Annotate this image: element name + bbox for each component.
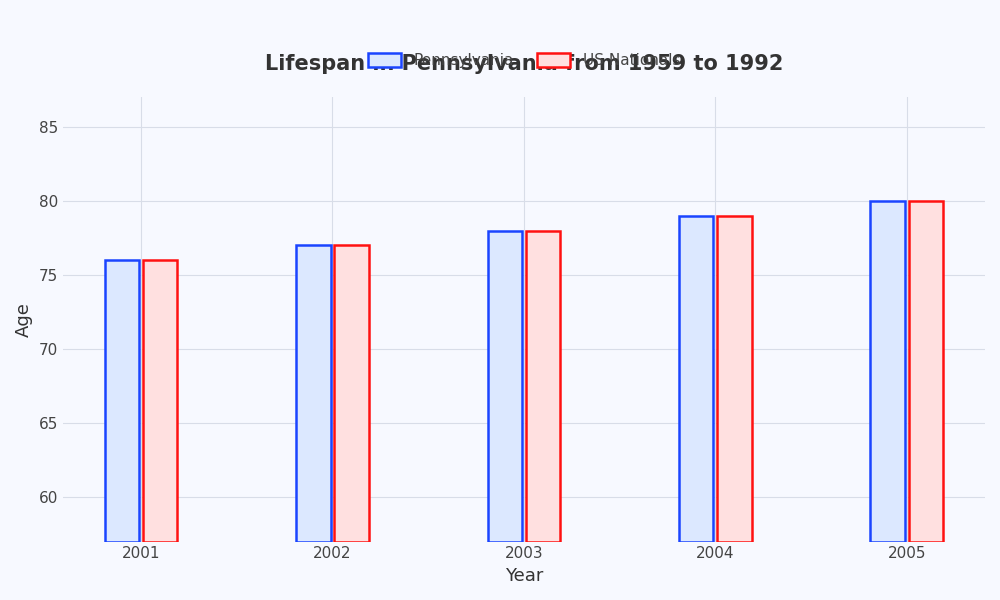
Y-axis label: Age: Age — [15, 302, 33, 337]
Bar — [717, 216, 752, 542]
Bar — [526, 230, 560, 542]
Bar — [105, 260, 139, 542]
Bar — [296, 245, 331, 542]
Legend: Pennsylvania, US Nationals: Pennsylvania, US Nationals — [362, 47, 686, 74]
Bar — [679, 216, 713, 542]
Bar — [143, 260, 177, 542]
X-axis label: Year: Year — [505, 567, 543, 585]
Title: Lifespan in Pennsylvania from 1959 to 1992: Lifespan in Pennsylvania from 1959 to 19… — [265, 53, 783, 74]
Bar — [488, 230, 522, 542]
Bar — [909, 201, 943, 542]
Bar — [334, 245, 369, 542]
Bar — [870, 201, 905, 542]
